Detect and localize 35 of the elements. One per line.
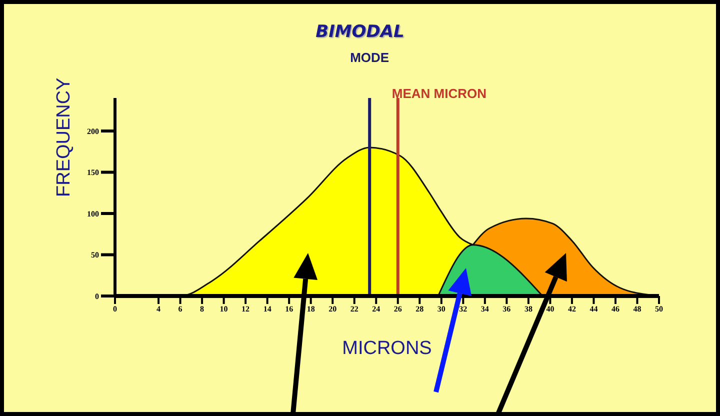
x-tick-label: 30 <box>437 304 446 314</box>
x-tick-label: 46 <box>611 304 620 314</box>
y-tick-label: 200 <box>87 126 99 136</box>
x-tick-label: 6 <box>178 304 182 314</box>
x-tick-label: 38 <box>524 304 532 314</box>
y-tick-label: 100 <box>87 209 99 218</box>
x-tick-label: 26 <box>394 304 402 314</box>
x-tick-label: 50 <box>655 304 663 314</box>
x-tick-label: 36 <box>502 304 511 314</box>
x-tick-label: 18 <box>306 304 315 314</box>
x-tick-label: 40 <box>546 304 554 314</box>
y-tick-label: 150 <box>87 168 99 178</box>
x-tick-label: 20 <box>328 304 337 314</box>
ref-line-label: MEAN MICRON <box>392 86 486 101</box>
x-tick-label: 0 <box>113 304 117 314</box>
ref-line-label: MODE <box>350 50 390 65</box>
x-tick-label: 12 <box>242 304 250 314</box>
x-tick-label: 34 <box>480 304 489 314</box>
x-tick-label: 22 <box>350 304 358 314</box>
x-tick-label: 28 <box>416 304 424 314</box>
x-axis-title: MICRONS <box>342 338 432 359</box>
x-tick-label: 14 <box>263 304 272 314</box>
x-tick-label: 44 <box>590 304 598 314</box>
chart-title: BIMODAL <box>314 22 406 42</box>
y-axis-title: FREQUENCY <box>54 77 75 197</box>
x-tick-label: 24 <box>372 304 380 314</box>
x-tick-label: 16 <box>285 304 294 314</box>
x-tick-label: 10 <box>220 304 228 314</box>
x-tick-label: 8 <box>200 304 204 314</box>
x-tick-label: 4 <box>156 304 161 314</box>
y-tick-label: 50 <box>91 250 99 260</box>
x-tick-label: 48 <box>633 304 642 314</box>
x-tick-label: 42 <box>568 304 576 314</box>
x-tick-label: 32 <box>459 304 468 314</box>
y-tick-label: 0 <box>95 292 99 301</box>
